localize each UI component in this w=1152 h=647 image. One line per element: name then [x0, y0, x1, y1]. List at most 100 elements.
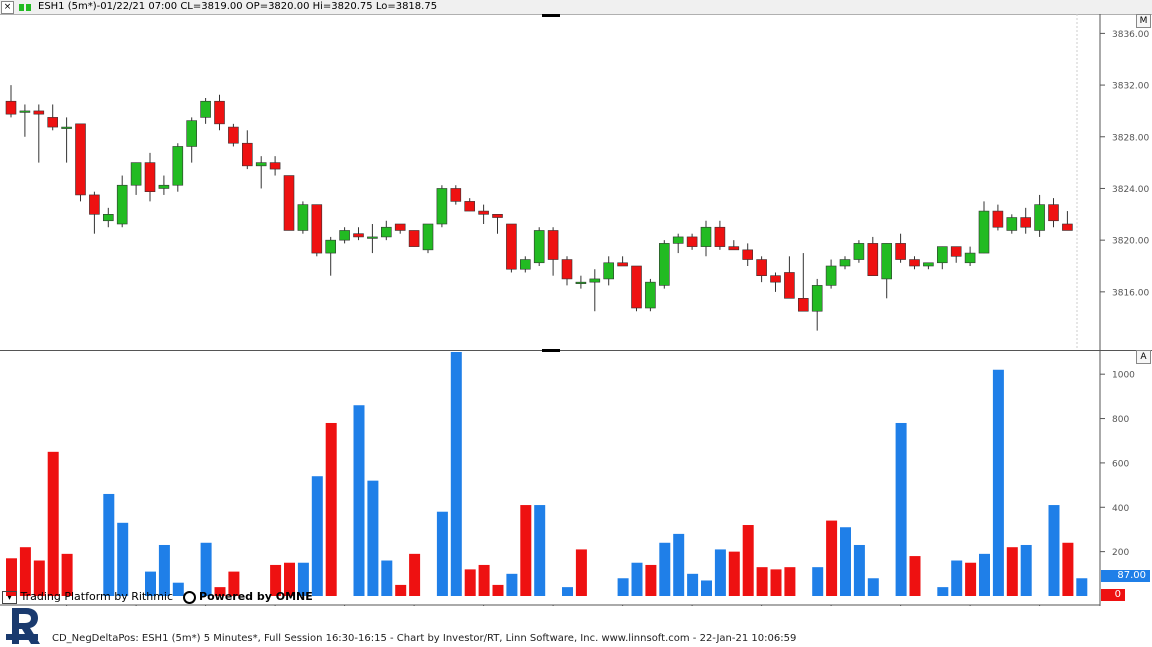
candle[interactable] [380, 220, 392, 241]
candle[interactable] [478, 204, 489, 224]
candle[interactable] [33, 104, 45, 163]
candle[interactable] [519, 256, 531, 273]
candle[interactable] [742, 243, 754, 266]
candle-body [200, 100, 211, 118]
expand-icon[interactable]: ▾ [2, 590, 17, 604]
candle-body [756, 259, 767, 276]
volume-bar [1020, 544, 1032, 596]
candle[interactable] [784, 256, 795, 299]
candle[interactable] [617, 256, 628, 267]
candle[interactable] [408, 230, 420, 247]
candle[interactable] [61, 117, 72, 163]
candle[interactable] [547, 227, 559, 276]
candle[interactable] [255, 156, 267, 189]
candle-body [353, 233, 364, 238]
candle[interactable] [895, 233, 906, 263]
candle[interactable] [436, 185, 448, 228]
candle[interactable] [978, 201, 990, 254]
candle[interactable] [144, 152, 156, 202]
candle[interactable] [200, 98, 211, 124]
candle[interactable] [172, 143, 184, 192]
candle[interactable] [575, 275, 587, 289]
candle[interactable] [631, 265, 642, 312]
candle[interactable] [770, 272, 781, 292]
candle[interactable] [686, 233, 698, 250]
candle[interactable] [589, 269, 601, 312]
candle[interactable] [909, 256, 920, 270]
candle[interactable] [825, 259, 837, 289]
candle-body [1062, 223, 1073, 231]
candle[interactable] [353, 227, 364, 241]
candle[interactable] [492, 214, 503, 234]
candle[interactable] [714, 220, 726, 250]
candle-body [130, 162, 142, 186]
candle[interactable] [422, 223, 434, 254]
candle[interactable] [158, 175, 170, 195]
candle[interactable] [311, 204, 323, 257]
candle[interactable] [116, 175, 128, 228]
candle[interactable] [325, 236, 337, 276]
candle[interactable] [1006, 214, 1018, 234]
candle[interactable] [464, 198, 476, 212]
candle[interactable] [103, 207, 114, 228]
candle[interactable] [283, 175, 295, 231]
candle[interactable] [923, 262, 934, 270]
candle-body [936, 246, 948, 264]
candle[interactable] [853, 240, 865, 263]
volume-bar [687, 573, 699, 596]
candle[interactable] [297, 201, 309, 234]
candle-body [464, 201, 476, 212]
candle[interactable] [950, 246, 962, 263]
candle[interactable] [561, 256, 573, 286]
mid-splitter-handle[interactable] [542, 349, 560, 352]
candle[interactable] [214, 94, 225, 131]
candle[interactable] [339, 227, 350, 244]
candle[interactable] [700, 220, 712, 257]
candle[interactable] [450, 185, 462, 205]
candle[interactable] [992, 204, 1004, 231]
candle[interactable] [89, 191, 100, 234]
candle[interactable] [1020, 207, 1032, 234]
candle[interactable] [186, 117, 197, 163]
footer-text: CD_NegDeltaPos: ESH1 (5m*) 5 Minutes*, F… [52, 633, 797, 644]
chart-canvas[interactable]: 3836.00 3832.00 3828.00 3824.00 3820.00 3816.… [0, 14, 1152, 625]
candle[interactable] [75, 123, 86, 202]
candle[interactable] [533, 227, 545, 266]
candle[interactable] [658, 240, 670, 289]
top-splitter-handle[interactable] [542, 14, 560, 17]
candle[interactable] [1034, 194, 1045, 237]
candle[interactable] [797, 253, 809, 312]
candle[interactable] [811, 278, 823, 331]
candle[interactable] [5, 85, 17, 118]
price-panel-button[interactable]: M [1136, 14, 1151, 28]
candle[interactable] [645, 278, 656, 312]
candle[interactable] [394, 223, 406, 234]
candle[interactable] [839, 256, 851, 270]
candle[interactable] [228, 123, 239, 147]
candle[interactable] [19, 104, 31, 137]
candle[interactable] [1048, 198, 1059, 228]
candle[interactable] [867, 236, 879, 276]
price-tick-label: 3816.00 [1112, 288, 1149, 298]
volume-bar [19, 547, 31, 596]
candle-body [1034, 204, 1045, 231]
candle[interactable] [881, 243, 893, 299]
candle[interactable] [130, 162, 142, 195]
candle[interactable] [47, 104, 59, 131]
candle[interactable] [603, 256, 615, 286]
candle[interactable] [1062, 211, 1073, 231]
candle[interactable] [506, 223, 517, 273]
candle[interactable] [672, 233, 684, 254]
candle[interactable] [756, 256, 767, 283]
candle[interactable] [964, 246, 976, 266]
candle[interactable] [367, 224, 378, 254]
chart-area[interactable]: 3836.00 3832.00 3828.00 3824.00 3820.00 3816.… [0, 14, 1152, 625]
candle-body [103, 214, 114, 222]
candle[interactable] [269, 156, 281, 176]
close-icon[interactable]: × [1, 1, 14, 14]
candle[interactable] [936, 246, 948, 270]
volume-panel-button[interactable]: A [1136, 350, 1151, 364]
candle[interactable] [242, 130, 253, 170]
candle[interactable] [728, 240, 740, 251]
candle-body [1048, 204, 1059, 222]
